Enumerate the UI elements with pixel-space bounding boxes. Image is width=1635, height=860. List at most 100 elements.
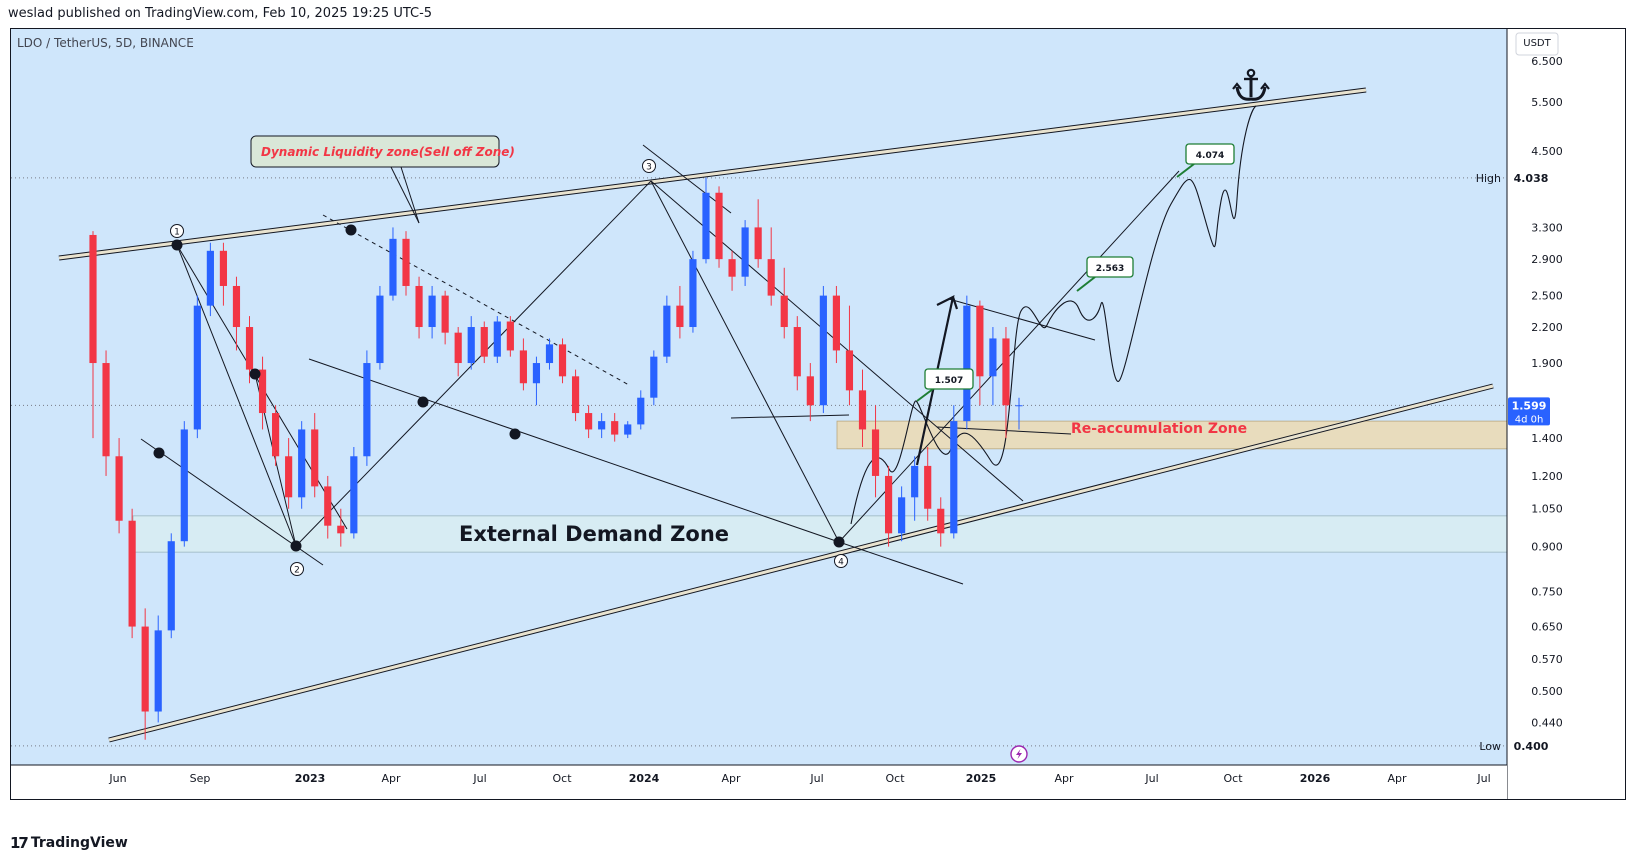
candle xyxy=(558,338,567,384)
candle-body xyxy=(441,295,449,333)
bold-arrow-line xyxy=(915,294,959,466)
target-box xyxy=(1086,256,1134,278)
price-tick-label: 6.500 xyxy=(1531,55,1563,68)
pivot-dot xyxy=(249,368,261,380)
time-tick-label: Apr xyxy=(1387,772,1407,785)
candle-body xyxy=(428,295,436,328)
price-tick-label: 3.300 xyxy=(1531,221,1563,234)
target-box-label: 1.507 xyxy=(935,376,963,386)
time-tick-label: Oct xyxy=(885,772,905,785)
time-tick-label: Sep xyxy=(190,772,211,785)
candle xyxy=(389,227,397,301)
candle-body xyxy=(637,397,645,425)
candle-body xyxy=(467,327,475,364)
candle xyxy=(402,231,410,296)
pivot-number-label: 4 xyxy=(838,558,844,568)
candle-body xyxy=(571,376,580,414)
time-tick-label: Apr xyxy=(721,772,741,785)
demand-zone xyxy=(132,515,1508,553)
candle xyxy=(441,290,449,345)
price-tick-label: 2.200 xyxy=(1531,321,1563,334)
candle-body xyxy=(519,350,527,384)
candle xyxy=(728,250,736,291)
candle-body xyxy=(845,350,854,391)
candle-body xyxy=(793,327,801,377)
tradingview-brand[interactable]: 17 TradingView xyxy=(10,834,128,852)
candle xyxy=(845,305,854,406)
candle-body xyxy=(480,327,488,357)
candle xyxy=(258,356,267,430)
price-chart[interactable]: Dynamic Liquidity zone(Sell off Zone) Re-… xyxy=(11,29,1626,800)
candle-body xyxy=(1002,338,1010,406)
pivot-dot xyxy=(417,396,429,408)
candle xyxy=(1002,327,1010,439)
candle-body xyxy=(167,541,175,631)
pivot-number-label: 1 xyxy=(174,228,180,238)
candle xyxy=(167,533,175,639)
candle xyxy=(219,242,228,306)
candle-body xyxy=(898,497,906,534)
swing-line-1-2 xyxy=(176,244,297,547)
candle xyxy=(180,421,188,547)
price-tick-label: 0.650 xyxy=(1531,621,1563,634)
lightning-icon xyxy=(1010,745,1028,763)
lower-wedge-line xyxy=(308,358,840,543)
candle-body xyxy=(506,321,514,351)
target-box-label: 4.074 xyxy=(1196,151,1224,161)
current-price-label-bg xyxy=(1508,397,1550,426)
candle xyxy=(245,316,254,384)
candle-body xyxy=(311,429,319,487)
candle xyxy=(624,421,632,439)
candle-body xyxy=(741,227,749,277)
candle xyxy=(924,446,932,521)
liquidity-pointer-b xyxy=(400,166,420,224)
candle xyxy=(637,390,645,430)
price-tick-label: 0.750 xyxy=(1531,585,1563,598)
symbol-title: LDO / TetherUS, 5D, BINANCE xyxy=(17,36,194,50)
candle xyxy=(858,369,867,447)
candle-body xyxy=(89,234,97,364)
candle-body xyxy=(871,429,880,476)
candle-body xyxy=(963,305,971,422)
chart-background xyxy=(11,29,1507,765)
price-axis-unit-box xyxy=(1515,32,1559,56)
high-value-bg xyxy=(1511,169,1551,186)
low-marker-label: Low xyxy=(1479,740,1501,753)
candle-body xyxy=(532,363,541,384)
low-value-bg xyxy=(1511,737,1551,754)
candle-body xyxy=(715,192,723,260)
candle-body xyxy=(624,424,632,435)
candle-body xyxy=(232,285,241,328)
chart-frame[interactable]: Dynamic Liquidity zone(Sell off Zone) Re-… xyxy=(10,28,1626,800)
candle xyxy=(871,405,880,498)
target-box-label: 2.563 xyxy=(1096,264,1124,274)
candle xyxy=(193,295,201,439)
target-box-pointer xyxy=(1176,163,1195,178)
time-tick-label: Oct xyxy=(552,772,572,785)
candle-body xyxy=(676,305,684,328)
current-price-countdown: 4d 0h xyxy=(1515,414,1544,425)
time-tick-label: Jul xyxy=(1476,772,1490,785)
target-box xyxy=(924,368,974,390)
candle xyxy=(298,421,306,509)
candle xyxy=(467,316,475,370)
target-box xyxy=(1185,143,1235,165)
candle xyxy=(154,615,162,723)
candle-body xyxy=(376,295,384,364)
price-tick-label: 1.400 xyxy=(1531,432,1563,445)
pivot-dot xyxy=(509,428,521,440)
demand-zone-label: External Demand Zone xyxy=(459,522,729,546)
candle-body xyxy=(598,421,606,430)
candle xyxy=(206,242,214,317)
high-marker-label: High xyxy=(1476,172,1501,185)
candle-body xyxy=(911,465,919,498)
candle xyxy=(350,446,358,539)
candle xyxy=(911,456,919,521)
swing-line-3-4 xyxy=(650,180,840,543)
candle-body xyxy=(180,429,188,542)
price-tick-label: 0.900 xyxy=(1531,541,1563,554)
pivot-dot xyxy=(290,540,302,552)
candle-body xyxy=(728,259,736,277)
time-tick-label: 2023 xyxy=(295,772,326,785)
candle-body xyxy=(350,456,358,534)
